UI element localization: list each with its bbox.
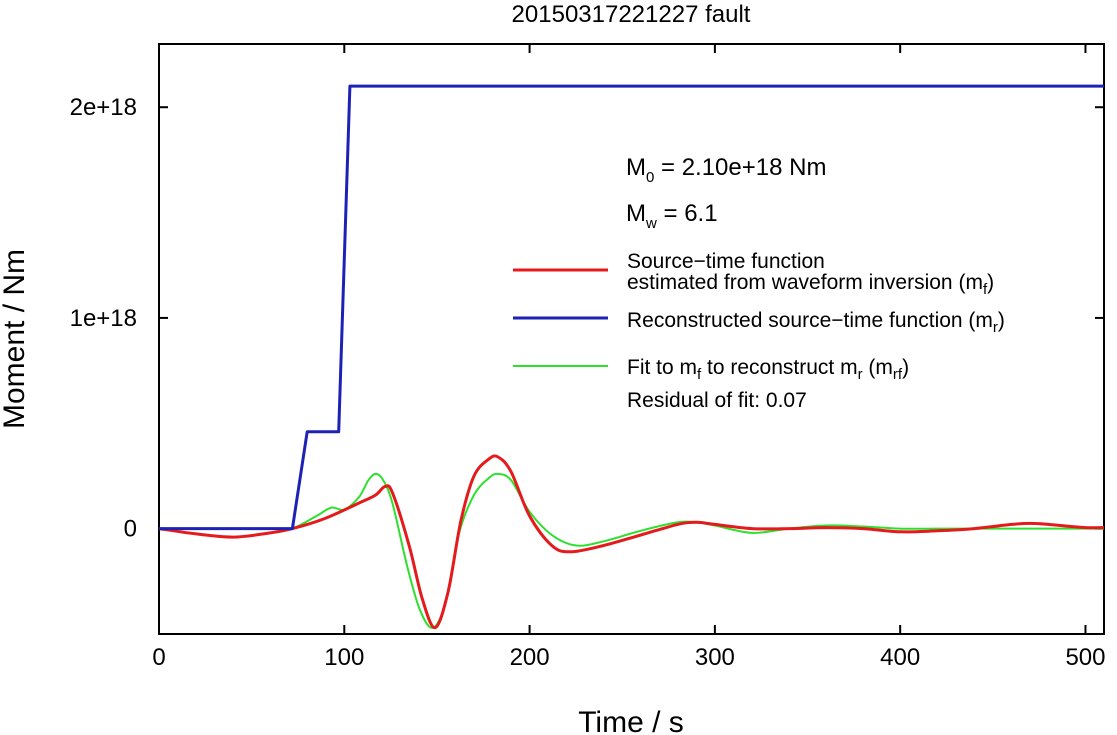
x-tick-label: 100 [324,644,364,671]
y-tick-label: 2e+18 [70,94,137,121]
mw-subscript: w [645,215,657,232]
y-tick-label: 0 [124,516,137,543]
x-axis-title: Time / s [578,706,684,735]
y-axis-title: Moment / Nm [0,249,31,429]
m0-value: = 2.10e+18 Nm [654,154,826,181]
legend-label-red-line2: estimated from waveform inversion (mf) [627,271,994,298]
series-line-red [158,454,1105,630]
m0-subscript: 0 [646,169,654,186]
x-tick-label: 300 [695,644,735,671]
chart-title: 20150317221227 fault [512,1,751,28]
mw-annotation: Mw = 6.1 [626,200,718,232]
plot-frame [158,43,1105,635]
m0-annotation: M0 = 2.10e+18 Nm [626,154,826,186]
residual-annotation: Residual of fit: 0.07 [627,389,807,412]
x-tick-label: 0 [152,644,165,671]
mw-symbol: M [626,200,646,227]
x-tick-label: 200 [510,644,550,671]
legend: Source−time function estimated from wave… [513,250,1005,412]
x-tick-label: 500 [1065,644,1105,671]
legend-label-red-line1: Source−time function [627,250,825,273]
y-tick-label: 1e+18 [70,305,137,332]
axis-ticks: 0 100 200 300 400 500 0 1e+18 2e+18 [70,44,1105,671]
mw-value: = 6.1 [657,200,718,227]
x-tick-label: 400 [880,644,920,671]
m0-symbol: M [626,154,646,181]
legend-label-green: Fit to mf to reconstruct mr (mrf) [627,356,909,383]
series-line-blue [159,84,1104,531]
legend-label-blue: Reconstructed source−time function (mr) [627,309,1005,336]
series-layer [158,84,1105,630]
series-line-green [158,472,1104,629]
